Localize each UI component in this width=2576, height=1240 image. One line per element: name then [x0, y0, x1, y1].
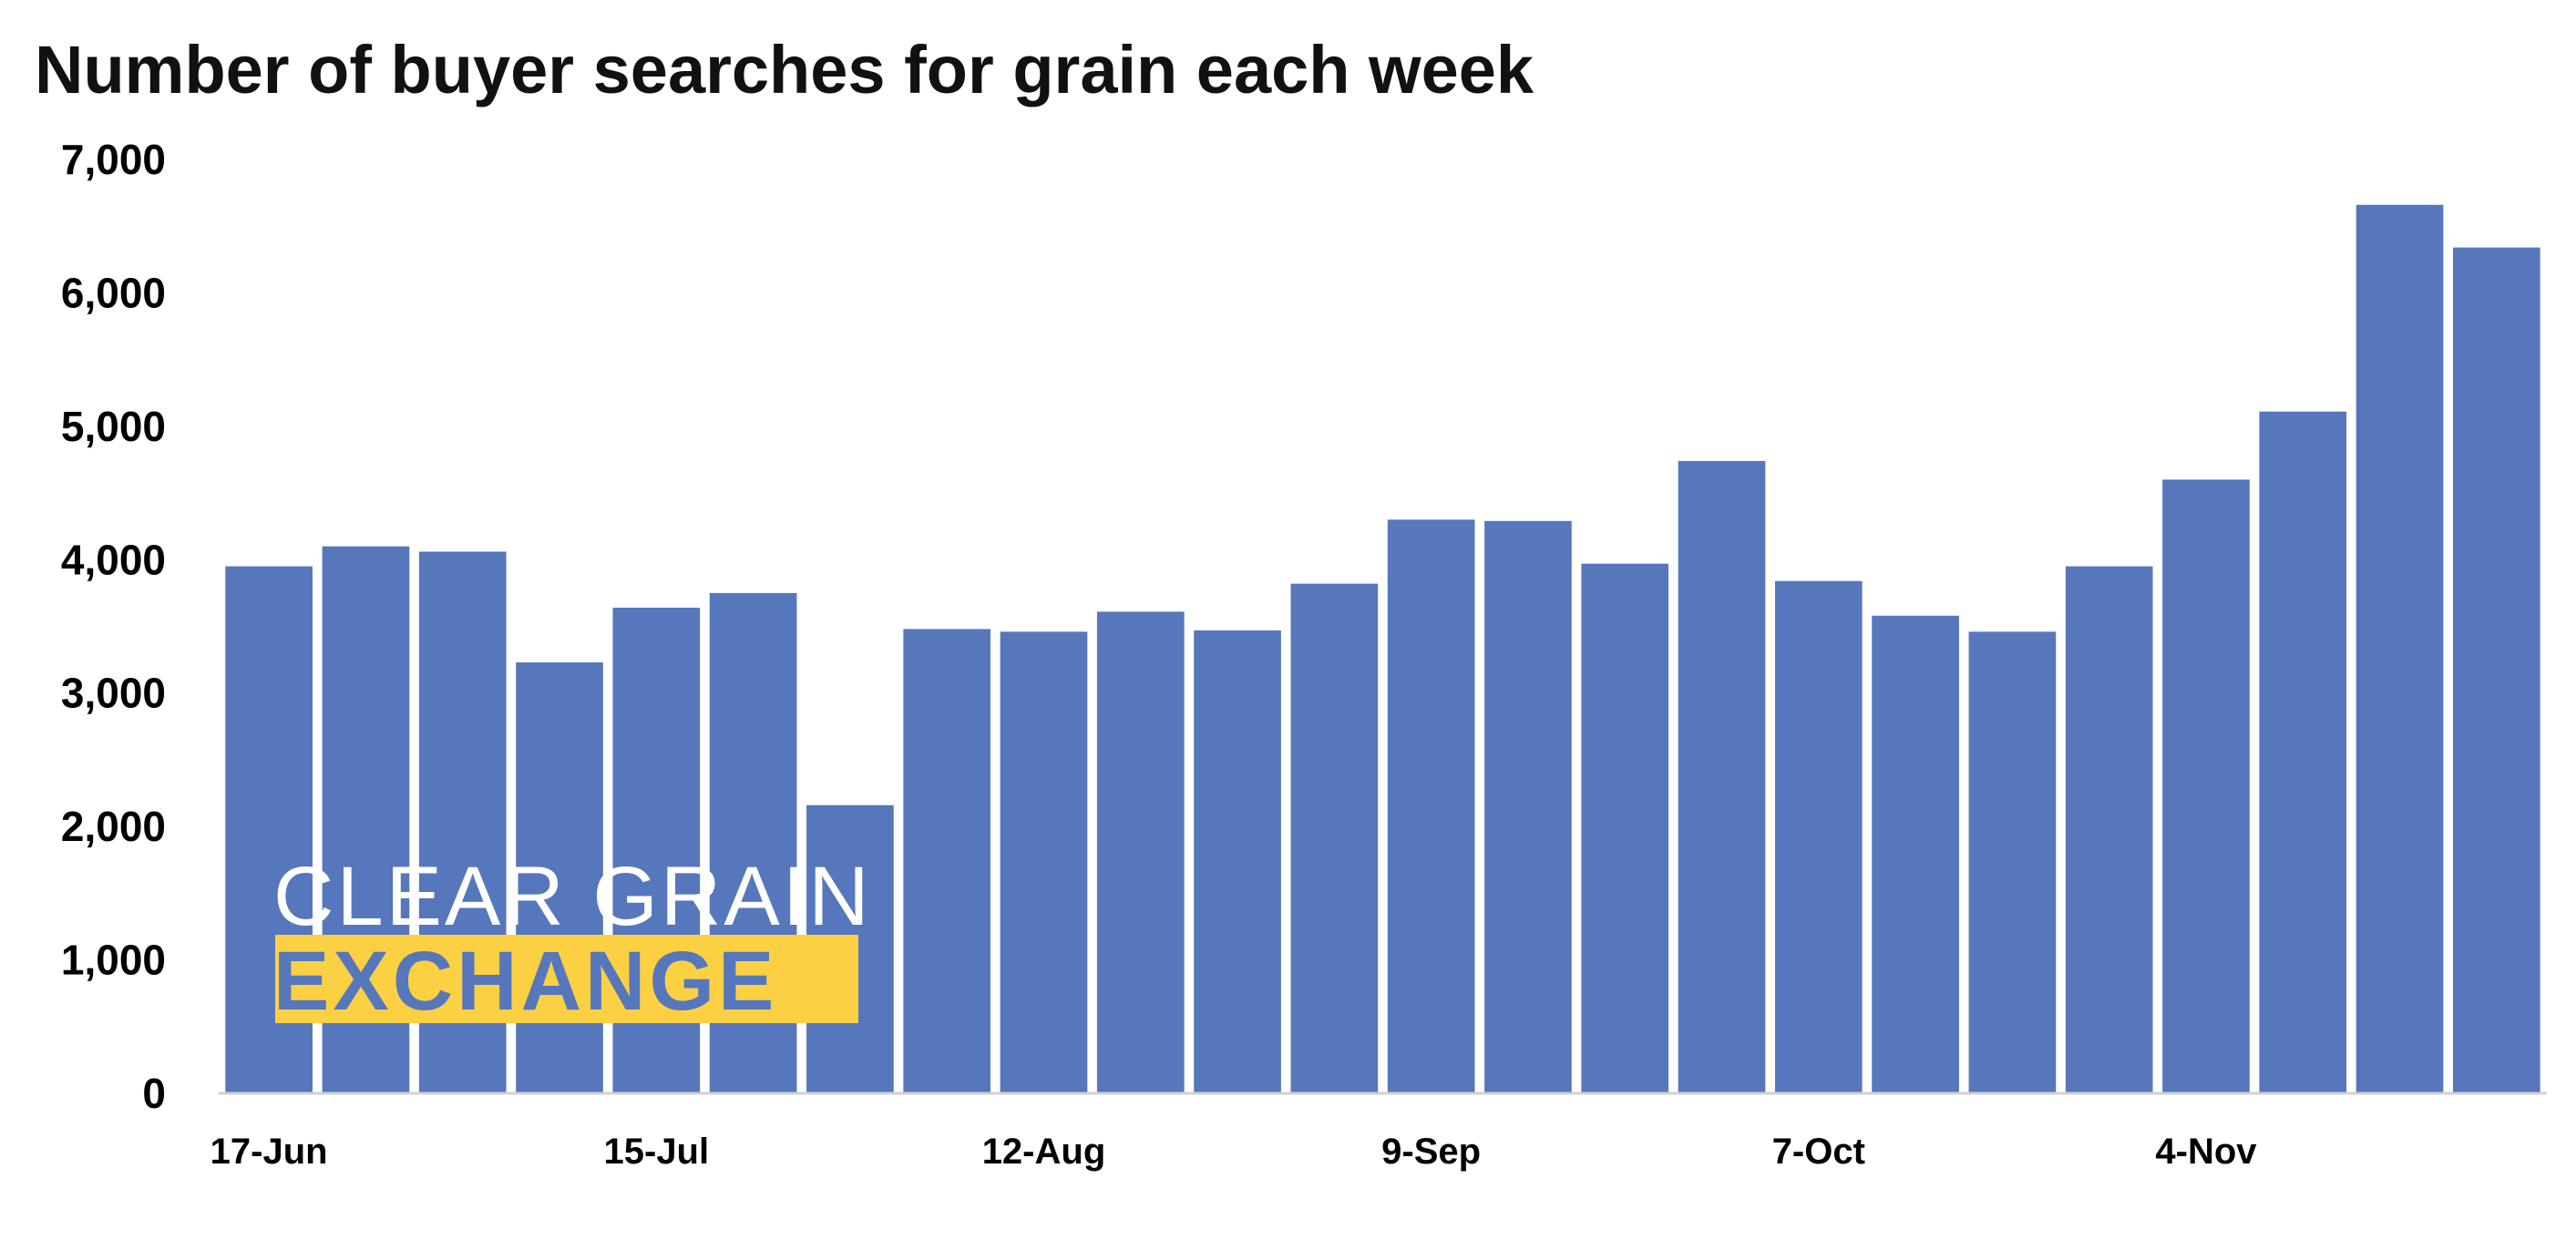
bar-9-Sep — [1387, 519, 1475, 1093]
bar-23-Sep — [1581, 563, 1669, 1093]
bar-28-Oct — [2065, 566, 2153, 1093]
y-axis: 0 1,000 2,000 3,000 4,000 5,000 6,000 7,000 — [61, 136, 166, 1117]
y-tick-label: 2,000 — [61, 803, 166, 850]
bar-18-Nov — [2355, 204, 2444, 1094]
bar-7-Oct — [1774, 580, 1863, 1093]
y-tick-label: 7,000 — [61, 136, 166, 183]
bar-14-Oct — [1872, 615, 1959, 1093]
logo-yellow-band — [275, 935, 858, 1023]
bar-19-Aug — [1096, 611, 1185, 1093]
bar-5-Aug — [903, 629, 991, 1093]
bar-25-Nov — [2453, 247, 2540, 1094]
bar-26-Aug — [1194, 630, 1281, 1093]
y-tick-label: 3,000 — [61, 670, 166, 717]
bar-12-Aug — [1000, 631, 1088, 1093]
y-tick-label: 4,000 — [61, 536, 166, 583]
bar-11-Nov — [2259, 411, 2347, 1093]
bar-21-Oct — [1968, 631, 2057, 1093]
x-axis: 17-Jun 15-Jul 12-Aug 9-Sep 7-Oct 4-Nov — [210, 1132, 2258, 1172]
x-tick-label: 7-Oct — [1772, 1132, 1865, 1172]
bar-4-Nov — [2162, 479, 2250, 1093]
bar-2-Sep — [1290, 583, 1379, 1093]
bar-16-Sep — [1484, 520, 1572, 1093]
y-tick-label: 0 — [142, 1070, 166, 1117]
y-tick-label: 5,000 — [61, 403, 166, 450]
x-tick-label: 4-Nov — [2155, 1132, 2257, 1172]
x-tick-label: 15-Jul — [604, 1132, 710, 1172]
logo-line1: CLEAR GRAIN — [273, 850, 872, 943]
bar-30-Sep — [1678, 460, 1766, 1093]
y-tick-label: 1,000 — [61, 937, 166, 984]
chart-title: Number of buyer searches for grain each … — [35, 32, 1534, 108]
y-tick-label: 6,000 — [61, 269, 166, 316]
x-tick-label: 12-Aug — [982, 1132, 1106, 1172]
logo-line2: EXCHANGE — [273, 935, 777, 1028]
clear-grain-exchange-logo: CLEAR GRAIN EXCHANGE — [273, 850, 872, 1028]
x-tick-label: 9-Sep — [1381, 1132, 1481, 1172]
x-tick-label: 17-Jun — [210, 1132, 328, 1172]
